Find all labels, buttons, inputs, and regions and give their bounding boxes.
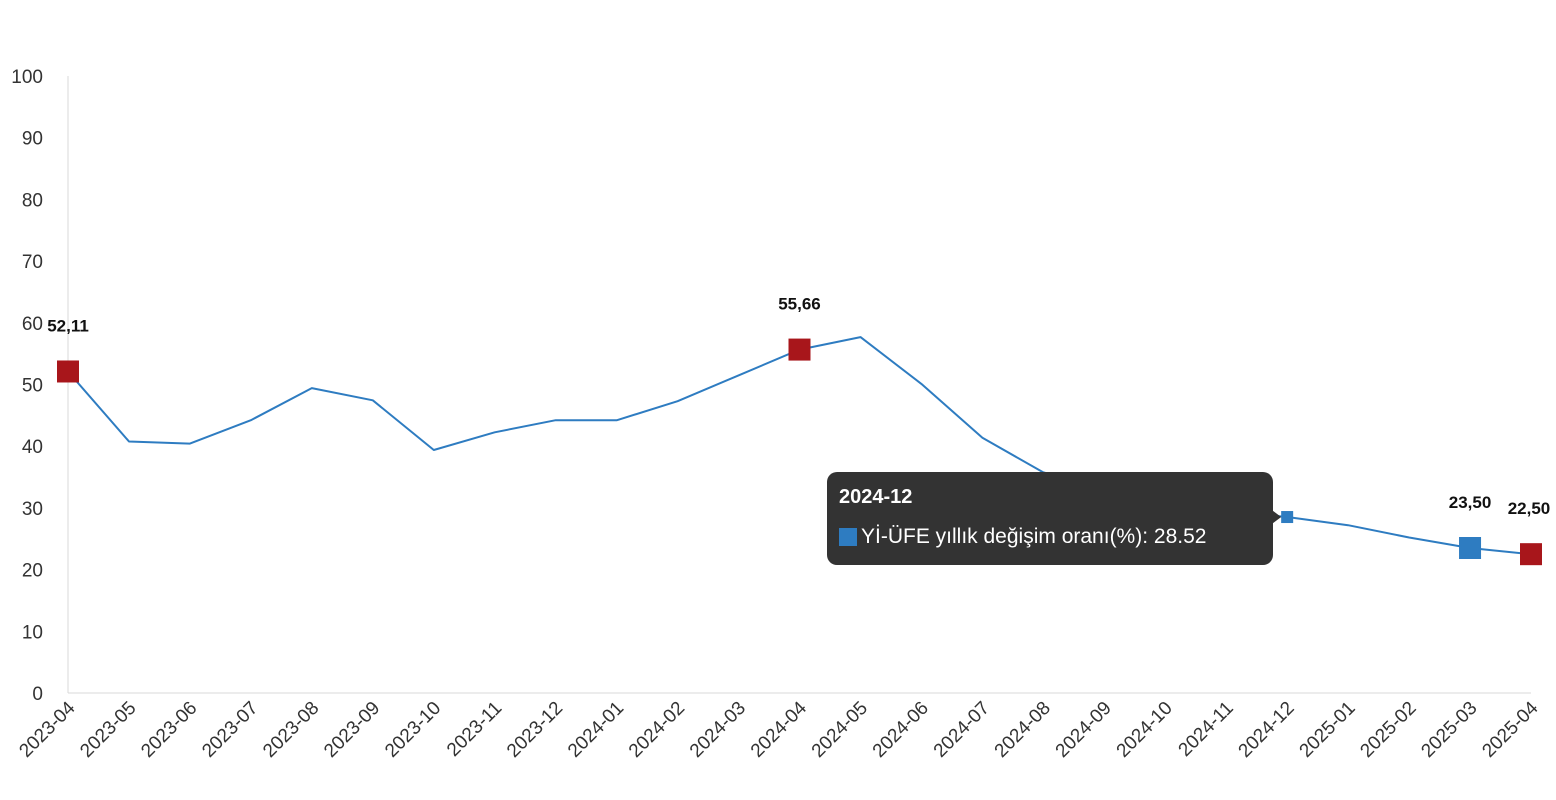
tooltip-series-name: Yİ-ÜFE yıllık değişim oranı(%) <box>861 525 1143 548</box>
y-tick-label: 90 <box>22 129 43 150</box>
y-tick-label: 60 <box>22 314 43 335</box>
y-axis-tick-labels: 0 10 20 30 40 50 60 70 80 90 100 <box>11 67 43 705</box>
x-tick-label: 2025-01 <box>1296 698 1360 762</box>
x-tick-label: 2023-11 <box>443 698 506 761</box>
x-tick-label: 2024-09 <box>1052 698 1116 762</box>
x-tick-label: 2024-12 <box>1235 698 1299 762</box>
tooltip-row: Yİ-ÜFE yıllık değişim oranı(%): 28.52 <box>839 524 1261 550</box>
y-tick-label: 80 <box>22 190 43 211</box>
data-label: 55,66 <box>778 295 821 314</box>
x-tick-label: 2024-08 <box>991 698 1055 762</box>
y-tick-label: 0 <box>32 684 43 705</box>
x-tick-label: 2024-03 <box>686 698 750 762</box>
data-label: 22,50 <box>1508 499 1551 518</box>
x-tick-label: 2025-02 <box>1356 698 1420 762</box>
tooltip-series-swatch <box>839 528 857 546</box>
x-tick-label: 2024-11 <box>1175 698 1238 761</box>
y-tick-label: 100 <box>11 67 43 88</box>
x-tick-label: 2024-01 <box>564 698 628 762</box>
x-tick-label: 2023-09 <box>320 698 384 762</box>
x-tick-label: 2025-03 <box>1417 698 1481 762</box>
markers-layer <box>57 338 1542 566</box>
x-tick-label: 2024-04 <box>747 697 811 761</box>
x-tick-label: 2024-06 <box>869 698 933 762</box>
y-tick-label: 20 <box>22 561 43 582</box>
x-tick-label: 2023-12 <box>503 698 567 762</box>
chart-tooltip: 2024-12 Yİ-ÜFE yıllık değişim oranı(%): … <box>827 472 1273 565</box>
x-tick-label: 2024-10 <box>1113 698 1177 762</box>
y-tick-label: 30 <box>22 499 43 520</box>
y-tick-label: 50 <box>22 376 43 397</box>
data-label: 52,11 <box>47 316 89 335</box>
highlight-marker <box>1520 543 1542 566</box>
x-tick-label: 2025-04 <box>1478 697 1542 761</box>
highlight-marker <box>1459 537 1482 560</box>
tooltip-separator: : <box>1142 525 1154 548</box>
data-labels-layer: 52,11 55,66 23,50 22,50 <box>47 295 1550 519</box>
x-tick-label: 2024-07 <box>930 698 994 762</box>
data-label: 23,50 <box>1449 493 1492 512</box>
highlight-marker <box>57 360 79 383</box>
chart-axes <box>67 76 1531 694</box>
x-tick-label: 2023-08 <box>259 698 323 762</box>
x-axis-tick-labels: 2023-042023-052023-062023-072023-082023-… <box>15 697 1542 761</box>
x-tick-label: 2023-05 <box>76 698 140 762</box>
series-line <box>67 336 1532 556</box>
y-tick-label: 70 <box>22 252 43 273</box>
x-tick-label: 2023-06 <box>137 698 201 762</box>
x-tick-label: 2023-10 <box>381 698 445 762</box>
tooltip-title: 2024-12 <box>839 486 913 508</box>
x-tick-label: 2024-05 <box>808 698 872 762</box>
hover-marker <box>1281 511 1294 524</box>
x-tick-label: 2024-02 <box>625 698 689 762</box>
x-tick-label: 2023-04 <box>15 697 79 761</box>
x-tick-label: 2023-07 <box>198 698 262 762</box>
y-tick-label: 40 <box>22 437 43 458</box>
highlight-marker <box>788 338 811 361</box>
series-layer <box>67 336 1532 556</box>
tooltip-value: 28.52 <box>1153 525 1207 548</box>
y-tick-label: 10 <box>22 622 43 643</box>
